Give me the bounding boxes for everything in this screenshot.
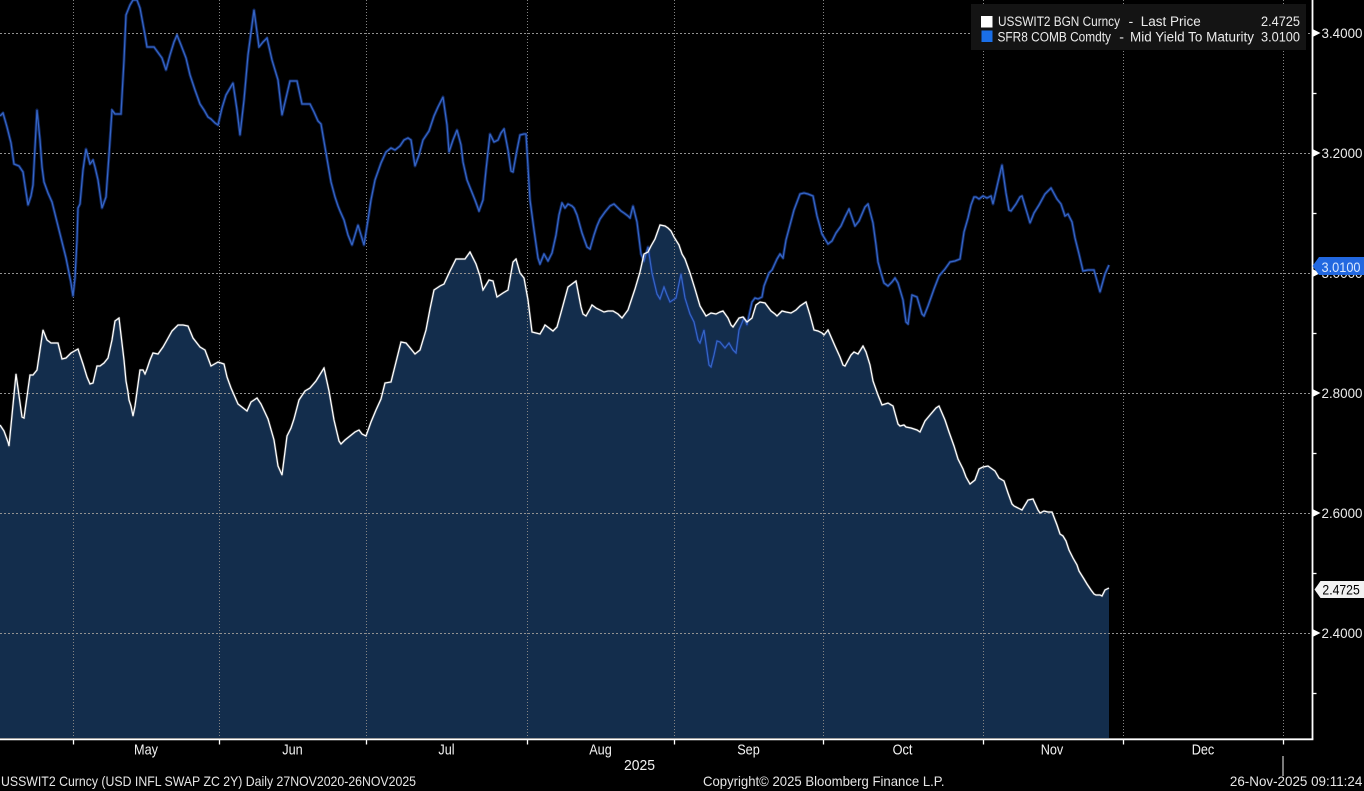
svg-text:Jun: Jun [282, 742, 303, 758]
svg-text:3.2000: 3.2000 [1322, 145, 1363, 161]
svg-text:2.8000: 2.8000 [1322, 385, 1363, 401]
svg-text:Dec: Dec [1192, 742, 1215, 758]
svg-text:2.4725: 2.4725 [1261, 14, 1300, 30]
svg-text:-: - [1119, 30, 1124, 46]
svg-text:2025: 2025 [624, 757, 655, 774]
svg-text:Last Price: Last Price [1141, 14, 1201, 30]
svg-text:USSWIT2 BGN Curncy: USSWIT2 BGN Curncy [998, 14, 1121, 30]
svg-text:2.4000: 2.4000 [1322, 625, 1363, 641]
svg-text:3.0100: 3.0100 [1322, 259, 1361, 275]
svg-text:Sep: Sep [737, 742, 760, 758]
svg-text:USSWIT2 Curncy (USD INFL SWAP: USSWIT2 Curncy (USD INFL SWAP ZC 2Y) Dai… [1, 773, 416, 789]
svg-text:2.4725: 2.4725 [1322, 582, 1360, 598]
svg-text:2.6000: 2.6000 [1322, 505, 1363, 521]
svg-text:Jul: Jul [438, 742, 454, 758]
svg-text:26-Nov-2025 09:11:24: 26-Nov-2025 09:11:24 [1230, 773, 1363, 789]
svg-text:-: - [1129, 14, 1134, 30]
svg-text:Aug: Aug [589, 742, 612, 758]
svg-text:Mid Yield To Maturity: Mid Yield To Maturity [1130, 30, 1255, 46]
svg-text:Oct: Oct [893, 742, 913, 758]
svg-text:3.0100: 3.0100 [1261, 30, 1300, 46]
svg-text:Nov: Nov [1041, 742, 1064, 758]
svg-text:3.4000: 3.4000 [1322, 25, 1363, 41]
svg-text:May: May [134, 742, 159, 758]
svg-text:Copyright© 2025 Bloomberg Fina: Copyright© 2025 Bloomberg Finance L.P. [703, 773, 945, 789]
svg-text:SFR8 COMB Comdty: SFR8 COMB Comdty [998, 30, 1112, 46]
